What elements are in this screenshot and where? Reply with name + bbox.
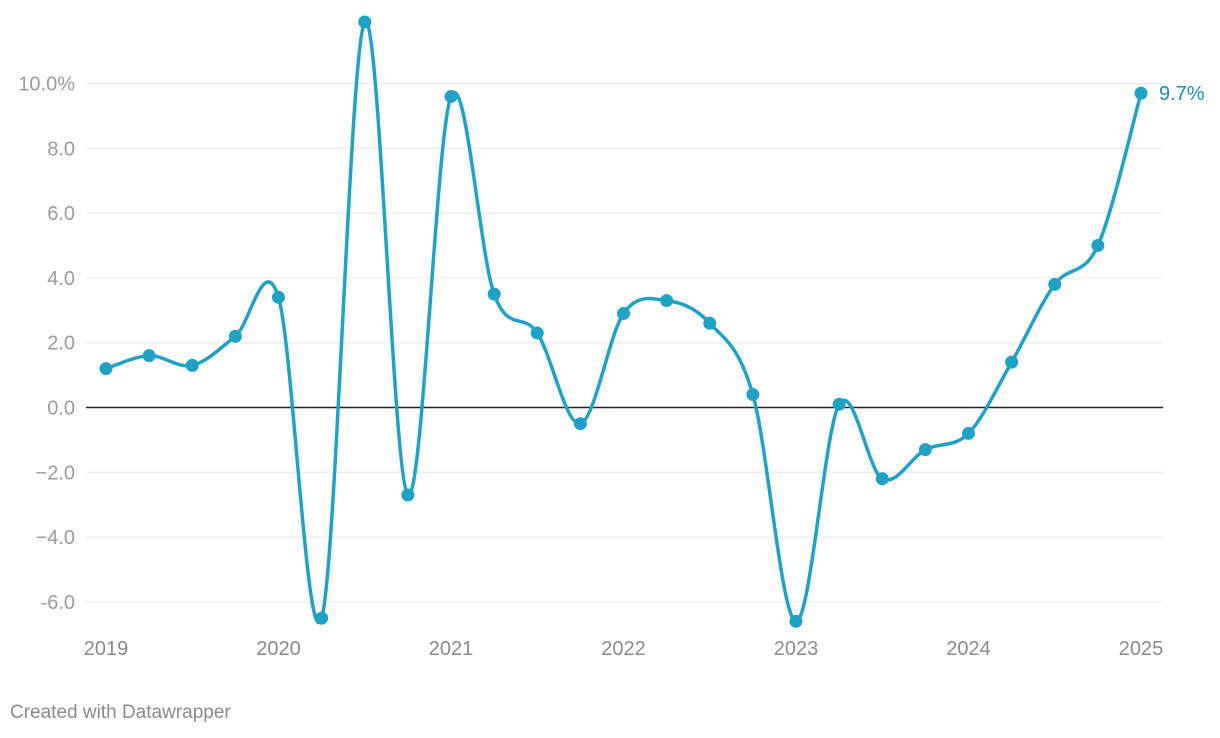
- y-tick-label: 4.0: [47, 268, 75, 290]
- y-tick-label: −2.0: [36, 462, 75, 484]
- data-point: [962, 426, 975, 440]
- y-tick-label: 2.0: [47, 333, 75, 355]
- data-point: [1048, 277, 1062, 291]
- y-tick-label: 8.0: [47, 138, 75, 160]
- line-chart: 10.0% 8.0 6.0 4.0 2.0 0.0 −2.0 −4.0 -6.0 2019 202…: [18, 15, 1205, 660]
- data-point: [358, 15, 372, 29]
- y-tick-label: 0.0: [47, 398, 75, 420]
- data-point: [703, 316, 717, 330]
- y-tick-label: 6.0: [47, 203, 75, 225]
- data-point: [185, 358, 199, 372]
- y-tick-label: 10.0%: [18, 74, 75, 96]
- gridlines: [86, 83, 1163, 603]
- x-tick-label: 2025: [1119, 638, 1164, 660]
- series-line: [104, 20, 1143, 624]
- data-point: [918, 443, 932, 457]
- data-point: [401, 488, 415, 502]
- credit-footer: Created with Datawrapper: [10, 702, 231, 723]
- data-point: [99, 362, 113, 376]
- x-tick-label: 2023: [774, 638, 819, 660]
- end-value-label: 9.7%: [1159, 83, 1205, 105]
- data-point: [1134, 86, 1148, 100]
- data-points: [99, 15, 1148, 628]
- x-axis-ticks: 2019 2020 2021 2022 2023 2024 2025: [84, 638, 1164, 660]
- data-point: [530, 326, 544, 340]
- data-point: [228, 329, 242, 343]
- data-point: [832, 397, 846, 411]
- x-tick-label: 2022: [601, 638, 646, 660]
- data-point: [1091, 239, 1105, 252]
- data-point: [1005, 355, 1019, 369]
- x-tick-label: 2020: [256, 638, 301, 660]
- data-point: [617, 307, 630, 321]
- data-point: [573, 417, 587, 431]
- data-point: [272, 290, 285, 304]
- data-point: [789, 614, 803, 628]
- data-point: [875, 472, 889, 486]
- y-axis-ticks: 10.0% 8.0 6.0 4.0 2.0 0.0 −2.0 −4.0 -6.0: [18, 74, 75, 614]
- y-tick-label: −4.0: [36, 527, 75, 549]
- data-point: [444, 89, 458, 103]
- data-point: [142, 349, 156, 363]
- data-point: [660, 294, 674, 308]
- x-tick-label: 2019: [84, 638, 129, 660]
- x-tick-label: 2021: [429, 638, 474, 660]
- data-point: [315, 611, 329, 625]
- x-tick-label: 2024: [946, 638, 991, 660]
- y-tick-label: -6.0: [41, 592, 75, 614]
- data-point: [487, 287, 501, 301]
- data-point: [746, 388, 760, 402]
